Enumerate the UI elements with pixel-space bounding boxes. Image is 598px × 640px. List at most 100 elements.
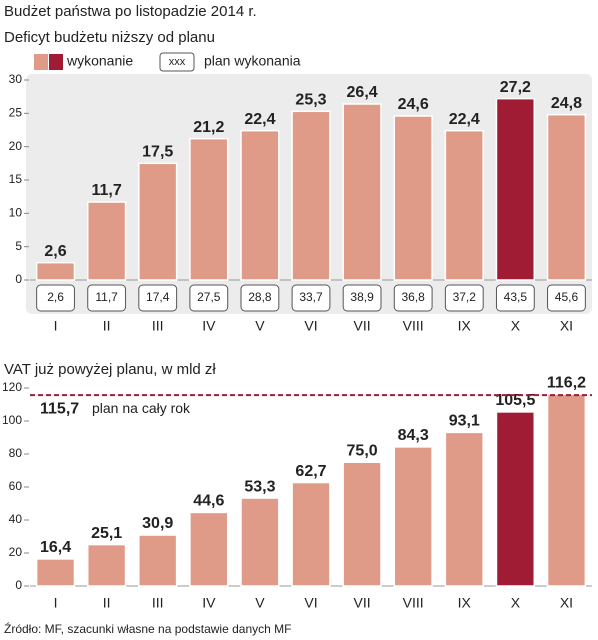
data-label: 17,5 — [142, 144, 173, 161]
plan-label: 27,5 — [197, 290, 221, 304]
x-tick-label: VI — [304, 318, 317, 334]
bar — [189, 511, 229, 587]
data-label: 11,7 — [92, 182, 122, 199]
x-tick-label: I — [54, 318, 58, 334]
plan-box — [138, 284, 178, 312]
x-tick-label: VIII — [403, 595, 424, 611]
plan-box — [393, 284, 433, 312]
data-label: 2,6 — [44, 243, 66, 260]
bar — [86, 543, 127, 587]
data-label: 116,2 — [547, 374, 586, 391]
x-tick-label: II — [103, 318, 111, 334]
data-label: 44,6 — [193, 493, 224, 510]
x-tick-label: VII — [354, 318, 371, 334]
data-label: 93,1 — [449, 413, 480, 430]
y-tick-label: 20 — [9, 139, 23, 153]
plan-box — [342, 284, 382, 312]
x-tick-label: V — [255, 318, 265, 334]
y-tick-label: 25 — [9, 106, 23, 120]
data-label: 27,2 — [500, 79, 531, 96]
y-tick-label: 0 — [15, 272, 22, 286]
data-label: 30,9 — [142, 515, 173, 532]
bar — [495, 411, 536, 587]
y-tick-label: 20 — [9, 545, 23, 559]
plan-box — [36, 284, 75, 312]
y-tick-label: 80 — [9, 446, 23, 460]
bar — [342, 103, 382, 281]
y-tick-label: 40 — [9, 512, 23, 526]
page-title: Budżet państwa po listopadzie 2014 r. — [4, 3, 257, 20]
bar — [393, 446, 433, 587]
x-tick-label: X — [511, 318, 521, 334]
bar — [342, 461, 382, 587]
data-label: 62,7 — [295, 463, 326, 480]
plan-box — [291, 284, 331, 312]
plan-box — [495, 284, 535, 312]
legend-swatch — [34, 54, 48, 70]
plan-box — [189, 284, 229, 312]
x-tick-label: X — [511, 595, 521, 611]
legend-box — [159, 52, 195, 72]
data-label: 26,4 — [347, 84, 378, 101]
x-tick-label: VIII — [403, 318, 424, 334]
source: Źródło: MF, szacunki własne na podstawie… — [4, 621, 291, 636]
y-tick-label: 30 — [9, 72, 23, 86]
bar — [86, 201, 127, 281]
data-label: 21,2 — [193, 119, 224, 136]
plan-label: 17,4 — [146, 290, 170, 304]
data-label: 105,5 — [495, 392, 535, 409]
x-tick-label: IV — [202, 595, 216, 611]
x-tick-label: IV — [202, 318, 216, 334]
plan-box — [87, 284, 127, 312]
bar — [393, 115, 433, 281]
y-tick-label: 15 — [9, 172, 23, 186]
data-label: 22,4 — [244, 111, 275, 128]
plan-label: 33,7 — [299, 290, 323, 304]
data-label: 75,0 — [347, 442, 378, 459]
bar — [189, 137, 229, 281]
y-tick-label: 5 — [15, 239, 22, 253]
legend-swatch — [49, 54, 63, 70]
chart-title: Deficyt budżetu niższy od planu — [4, 29, 215, 46]
bar — [444, 129, 484, 281]
data-label: 53,3 — [244, 478, 275, 495]
bar — [291, 110, 331, 281]
bar — [138, 534, 178, 587]
legend-label: wykonanie — [66, 53, 133, 69]
plan-label: 38,9 — [350, 290, 374, 304]
plan-label: 11,7 — [95, 290, 118, 304]
data-label: 24,6 — [398, 96, 429, 113]
x-tick-label: V — [255, 595, 265, 611]
x-tick-label: IX — [458, 595, 472, 611]
bar — [546, 113, 587, 281]
chart-title: VAT już powyżej planu, w mld zł — [4, 361, 216, 378]
data-label: 22,4 — [449, 111, 480, 128]
bar — [35, 558, 76, 587]
plan-box — [240, 284, 280, 312]
y-tick-label: 60 — [9, 479, 23, 493]
bar — [240, 129, 280, 281]
y-tick-label: 100 — [2, 413, 22, 427]
plan-label: 36,8 — [402, 290, 426, 304]
data-label: 24,8 — [551, 95, 582, 112]
bar — [240, 497, 280, 587]
bar — [35, 261, 76, 281]
x-tick-label: XI — [560, 595, 573, 611]
legend-label: plan wykonania — [204, 53, 301, 69]
bar — [291, 481, 331, 587]
bar — [444, 431, 484, 587]
x-tick-label: IX — [458, 318, 472, 334]
plan-label: 28,8 — [248, 290, 272, 304]
data-label: 25,3 — [295, 92, 326, 109]
x-tick-label: II — [103, 595, 111, 611]
bar — [546, 393, 587, 587]
legend-sample: xxx — [169, 56, 186, 68]
y-tick-label: 0 — [15, 578, 22, 592]
plan-label: 43,5 — [504, 290, 528, 304]
bar — [495, 97, 536, 281]
plan-box — [547, 284, 586, 312]
x-tick-label: VII — [354, 595, 371, 611]
plan-box — [444, 284, 484, 312]
x-tick-label: III — [152, 595, 164, 611]
